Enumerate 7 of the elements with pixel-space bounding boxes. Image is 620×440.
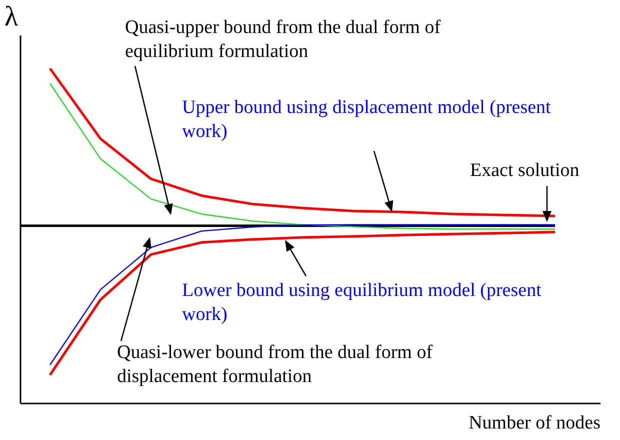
text: Quasi-upper bound from the dual form of equilibrium formulation bbox=[125, 16, 442, 64]
ref-line-label: Exact solution bbox=[470, 159, 580, 183]
annotation: Quasi-lower bound from the dual form of displacement formulation bbox=[117, 341, 434, 389]
y-axis-title: λ bbox=[4, 2, 18, 32]
x-axis-title: Number of nodes bbox=[468, 412, 600, 434]
annotation: Lower bound using equilibrium model (present work) bbox=[182, 279, 542, 327]
annotation: Upper bound using displacement model (present work) bbox=[182, 96, 552, 144]
